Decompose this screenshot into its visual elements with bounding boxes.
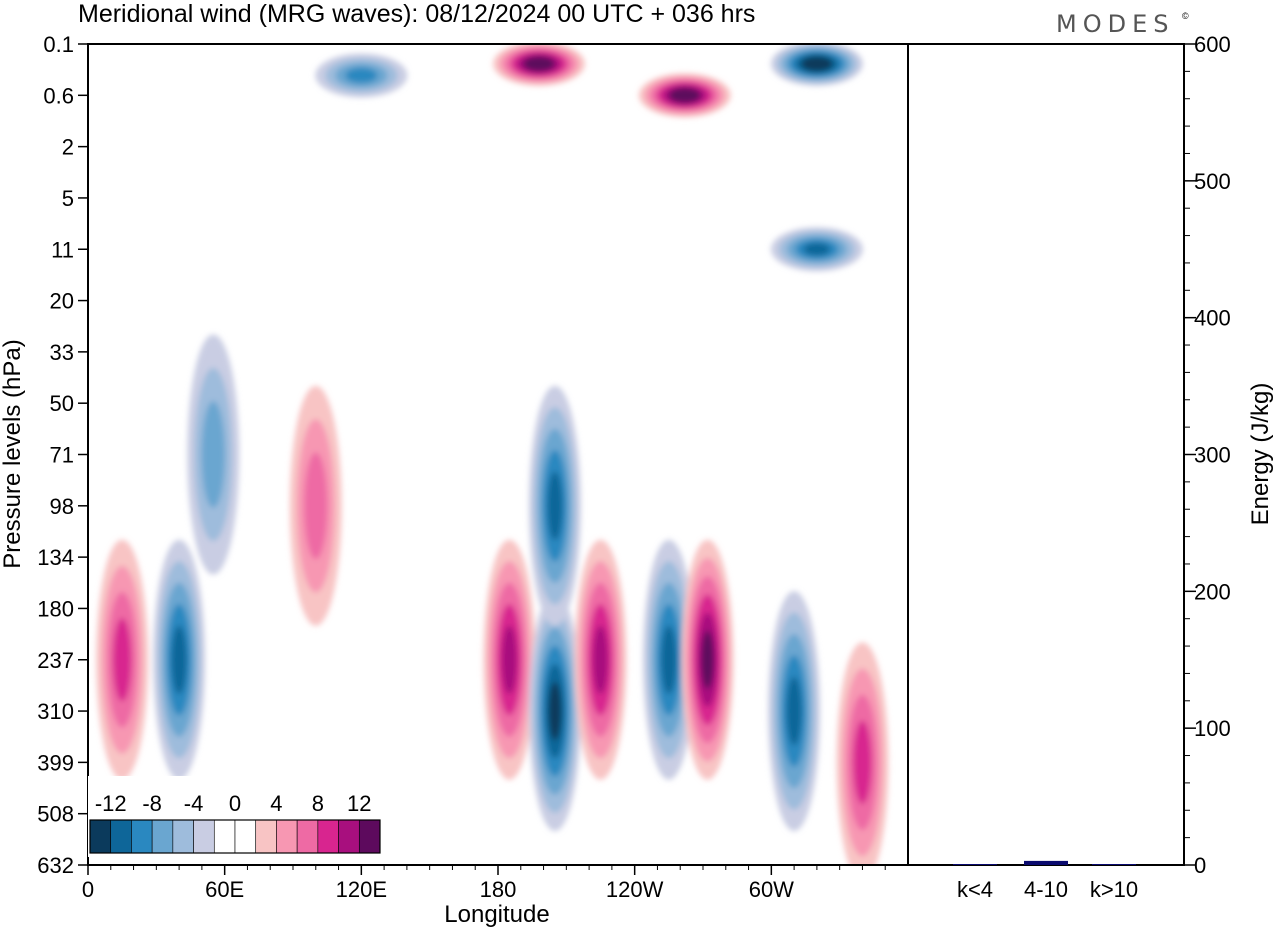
colorbar-frame (89, 819, 381, 854)
y-tick-label: 98 (50, 494, 74, 519)
y-tick-label: 5 (62, 186, 74, 211)
colorbar-label: 12 (347, 791, 371, 816)
colorbar-label: -4 (184, 791, 204, 816)
y-tick-label: 180 (37, 596, 74, 621)
colorbar-label: 4 (270, 791, 282, 816)
energy-bars: k<4 4-10 k>10 (953, 860, 1138, 902)
wind-cell (501, 625, 517, 695)
colorbar-swatch (89, 819, 112, 854)
energy-tick-label: 600 (1194, 32, 1231, 57)
wind-cell (304, 452, 328, 560)
energy-category-label: k>10 (1090, 877, 1138, 902)
energy-category-label: k<4 (957, 877, 993, 902)
energy-tick-label: 400 (1194, 306, 1231, 331)
wind-cell (853, 720, 872, 805)
y-tick-label: 399 (37, 750, 74, 775)
x-tick-label: 0 (82, 877, 94, 902)
x-tick-label: 120W (606, 877, 664, 902)
y-tick-label: 508 (37, 802, 74, 827)
wind-cell (593, 625, 608, 695)
energy-axis-label: Energy (J/kg) (1247, 383, 1274, 526)
colorbar-swatch (193, 819, 215, 854)
wind-cell (171, 625, 187, 695)
colorbar-swatch (151, 819, 174, 854)
y-tick-label: 310 (37, 699, 74, 724)
colorbar: -12 -8 -4 0 4 8 12 (88, 776, 382, 857)
colorbar-swatch (317, 819, 339, 854)
colorbar-swatch (213, 819, 236, 854)
energy-tick-label: 100 (1194, 716, 1231, 741)
wind-cell (547, 471, 563, 541)
wind-cell (548, 681, 562, 741)
colorbar-swatch (358, 819, 381, 854)
wind-cell (807, 59, 827, 69)
y-tick-label: 50 (50, 391, 74, 416)
energy-bar (953, 864, 997, 865)
y-tick-label: 0.1 (43, 32, 74, 57)
energy-panel-frame (907, 43, 1185, 866)
colorbar-swatch (338, 819, 360, 854)
wind-cell (113, 618, 132, 702)
wind-cell (803, 242, 831, 256)
pressure-axis: 0.1 0.6 2 5 11 20 33 50 71 98 134 180 237 310 399 508 63… (37, 32, 88, 878)
energy-tick-label: 200 (1194, 579, 1231, 604)
x-tick-label: 60E (205, 877, 244, 902)
wind-cell (345, 67, 378, 84)
y-tick-label: 0.6 (43, 83, 74, 108)
brand-mark: © (1182, 11, 1189, 21)
x-tick-label: 60W (749, 877, 794, 902)
energy-tick-label: 0 (1194, 853, 1206, 878)
y-tick-label: 33 (50, 340, 74, 365)
energy-bar (1024, 860, 1068, 865)
wind-cell (786, 676, 802, 746)
chart-title: Meridional wind (MRG waves): 08/12/2024 … (78, 0, 755, 28)
y-tick-label: 237 (37, 648, 74, 673)
colorbar-swatch (296, 819, 319, 854)
brand-logo: MODES (1056, 10, 1174, 38)
y-tick-label: 632 (37, 853, 74, 878)
energy-tick-label: 300 (1194, 443, 1231, 468)
x-tick-label: 120E (336, 877, 387, 902)
colorbar-swatch (234, 819, 257, 854)
wind-cell (701, 630, 714, 689)
wind-field (96, 44, 889, 865)
energy-tick-label: 500 (1194, 169, 1231, 194)
y-tick-label: 2 (62, 135, 74, 160)
wind-cell (675, 90, 695, 100)
wind-cell (201, 401, 225, 508)
energy-bar (1092, 864, 1136, 865)
y-tick-label: 20 (50, 289, 74, 314)
colorbar-swatch (276, 819, 298, 854)
energy-axis: 0 100 200 300 400 500 600 (1184, 32, 1231, 878)
y-tick-label: 71 (50, 443, 74, 468)
colorbar-label: -8 (142, 791, 162, 816)
energy-category-label: 4-10 (1024, 877, 1068, 902)
colorbar-swatch (110, 819, 132, 854)
x-tick-label: 180 (480, 877, 517, 902)
colorbar-label: 8 (312, 791, 324, 816)
colorbar-label: -12 (95, 791, 127, 816)
colorbar-swatch (255, 819, 277, 854)
y-tick-label: 134 (37, 545, 74, 570)
x-axis-label: Longitude (444, 901, 549, 928)
colorbar-swatch (131, 819, 153, 854)
y-axis-label: Pressure levels (hPa) (0, 339, 26, 568)
wind-cell (661, 625, 677, 695)
y-tick-label: 11 (51, 237, 74, 262)
colorbar-label: 0 (229, 791, 241, 816)
colorbar-swatch (172, 819, 194, 854)
longitude-axis: 0 60E 120E 180 120W 60W (82, 865, 886, 902)
wind-cell (529, 59, 549, 69)
